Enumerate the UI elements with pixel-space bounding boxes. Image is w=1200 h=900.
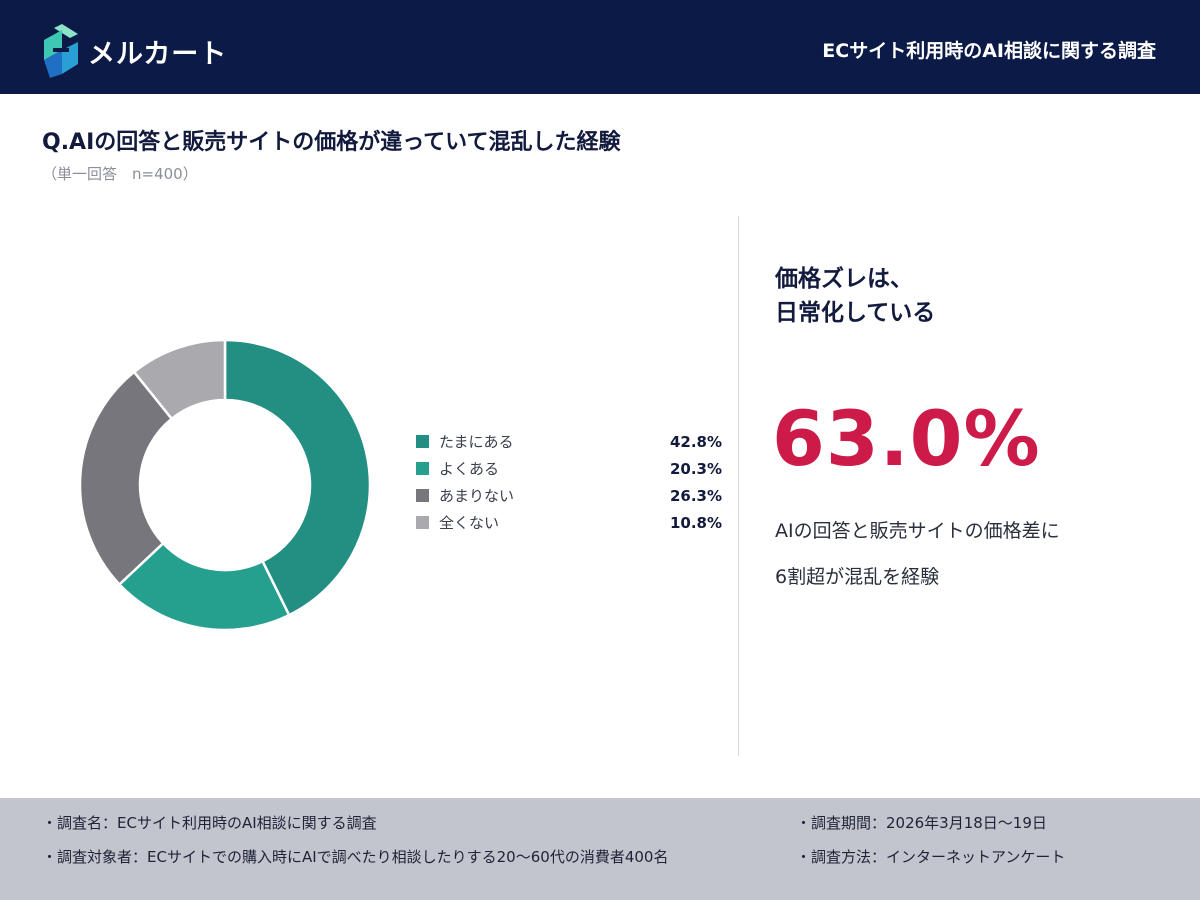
legend-swatch <box>416 462 429 475</box>
legend-label: よくある <box>439 460 500 478</box>
legend-item: よくある 20.3% <box>416 455 722 482</box>
legend-swatch <box>416 516 429 529</box>
survey-title: ECサイト利用時のAI相談に関する調査 <box>822 40 1156 62</box>
legend-label: たまにある <box>439 433 514 451</box>
legend-label: あまりない <box>439 487 515 505</box>
legend-value: 10.8% <box>669 513 722 532</box>
donut-slice-1 <box>223 338 372 617</box>
brand-name: メルカート <box>88 38 228 70</box>
donut-slice-3 <box>78 370 174 587</box>
vertical-divider <box>738 216 739 756</box>
highlight-value: 63.0% <box>772 394 1041 483</box>
footer-method: ・調査方法：インターネットアンケート <box>796 848 1066 866</box>
legend-item: あまりない 26.3% <box>416 482 722 509</box>
legend-item: たまにある 42.8% <box>416 428 722 455</box>
legend-value: 26.3% <box>669 486 722 505</box>
highlight-description: AIの回答と販売サイトの価格差に 6割超が混乱を経験 <box>775 508 1060 600</box>
legend-swatch <box>416 489 429 502</box>
donut-slice-4 <box>132 338 227 421</box>
question-title: Q.AIの回答と販売サイトの価格が違っていて混乱した経験 <box>42 130 621 155</box>
footer-survey-name: ・調査名：ECサイト利用時のAI相談に関する調査 <box>42 814 377 832</box>
footer-period: ・調査期間：2026年3月18日〜19日 <box>796 814 1047 832</box>
highlight-headline: 価格ズレは、 日常化している <box>775 266 936 326</box>
legend-value: 42.8% <box>669 432 722 451</box>
legend-item: 全くない 10.8% <box>416 509 722 536</box>
footer-target: ・調査対象者：ECサイトでの購入時にAIで調べたり相談したりする20〜60代の消… <box>42 848 669 866</box>
footer-bar: ・調査名：ECサイト利用時のAI相談に関する調査 ・調査対象者：ECサイトでの購… <box>0 798 1200 900</box>
legend-swatch <box>416 435 429 448</box>
chart-legend: たまにある 42.8% よくある 20.3% あまりない 26.3% 全くない 10.8% <box>416 428 722 536</box>
question-subtitle: （単一回答 n=400） <box>42 165 198 183</box>
logo-icon <box>44 24 78 78</box>
header-bar: メルカート ECサイト利用時のAI相談に関する調査 <box>0 0 1200 94</box>
legend-label: 全くない <box>439 514 500 532</box>
legend-value: 20.3% <box>669 459 722 478</box>
description-line-2: 6割超が混乱を経験 <box>775 566 940 588</box>
donut-chart <box>78 338 372 632</box>
description-line-1: AIの回答と販売サイトの価格差に <box>775 520 1060 542</box>
brand-logo[interactable]: メルカート <box>40 24 227 78</box>
